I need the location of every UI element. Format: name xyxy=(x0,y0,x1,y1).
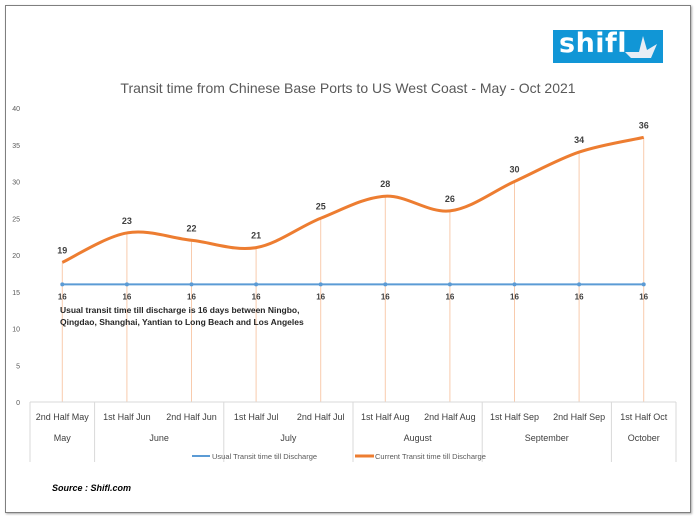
x-tick-label: 1st Half Sep xyxy=(490,412,539,422)
current-data-label: 30 xyxy=(509,165,519,175)
usual-data-label: 16 xyxy=(510,292,519,301)
y-tick-label: 35 xyxy=(12,143,20,150)
legend-current-label: Current Transit time till Discharge xyxy=(375,452,486,461)
current-data-label: 22 xyxy=(186,223,196,233)
current-data-label: 25 xyxy=(316,201,326,211)
usual-data-label: 16 xyxy=(575,292,584,301)
usual-point xyxy=(512,282,517,287)
annotation-line-2: Qingdao, Shanghai, Yantian to Long Beach… xyxy=(60,317,304,327)
current-data-label: 23 xyxy=(122,216,132,226)
y-tick-label: 40 xyxy=(12,106,20,113)
y-tick-label: 20 xyxy=(12,253,20,260)
x-tick-label: 1st Half Aug xyxy=(361,412,410,422)
x-tick-label: 2nd Half Jun xyxy=(166,412,217,422)
x-tick-label: 2nd Half May xyxy=(36,412,90,422)
usual-data-label: 16 xyxy=(122,292,131,301)
y-tick-label: 30 xyxy=(12,180,20,187)
usual-point xyxy=(641,282,646,287)
usual-point xyxy=(189,282,194,287)
usual-data-label: 16 xyxy=(639,292,648,301)
chart-frame xyxy=(5,5,691,513)
annotation-line-1: Usual transit time till discharge is 16 … xyxy=(60,305,299,315)
current-data-label: 36 xyxy=(639,120,649,130)
y-tick-label: 5 xyxy=(16,363,20,370)
usual-point xyxy=(60,282,65,287)
usual-point xyxy=(383,282,388,287)
usual-point xyxy=(254,282,259,287)
usual-data-label: 16 xyxy=(381,292,390,301)
usual-data-label: 16 xyxy=(316,292,325,301)
x-tick-label: 2nd Half Sep xyxy=(553,412,605,422)
usual-data-label: 16 xyxy=(252,292,261,301)
usual-point xyxy=(577,282,582,287)
x-tick-label: 1st Half Jul xyxy=(234,412,279,422)
series-current-line xyxy=(61,135,645,264)
group-label: October xyxy=(628,433,660,443)
source-note: Source : Shifl.com xyxy=(52,483,131,493)
current-data-label: 26 xyxy=(445,194,455,204)
current-data-label: 28 xyxy=(380,179,390,189)
x-tick-label: 1st Half Oct xyxy=(620,412,668,422)
usual-point xyxy=(447,282,452,287)
usual-point xyxy=(318,282,323,287)
shifl-logo: shifl xyxy=(553,28,663,63)
x-tick-label: 2nd Half Jul xyxy=(297,412,345,422)
paper-boat-icon xyxy=(625,36,657,58)
chart-title: Transit time from Chinese Base Ports to … xyxy=(120,80,575,96)
group-label: May xyxy=(54,433,72,443)
group-label: July xyxy=(280,433,297,443)
x-tick-label: 1st Half Jun xyxy=(103,412,151,422)
usual-data-label: 16 xyxy=(187,292,196,301)
current-data-label: 21 xyxy=(251,231,261,241)
x-tick-label: 2nd Half Aug xyxy=(424,412,476,422)
legend-usual-label: Usual Transit time till Discharge xyxy=(212,452,317,461)
y-tick-label: 0 xyxy=(16,400,20,407)
logo-text: shifl xyxy=(559,28,628,59)
usual-data-label: 16 xyxy=(445,292,454,301)
y-tick-label: 10 xyxy=(12,327,20,334)
group-label: June xyxy=(149,433,169,443)
group-label: September xyxy=(525,433,569,443)
y-tick-label: 25 xyxy=(12,216,20,223)
usual-point xyxy=(124,282,129,287)
current-data-label: 19 xyxy=(57,245,67,255)
usual-data-label: 16 xyxy=(58,292,67,301)
y-tick-label: 15 xyxy=(12,290,20,297)
group-label: August xyxy=(404,433,433,443)
current-data-label: 34 xyxy=(574,135,584,145)
